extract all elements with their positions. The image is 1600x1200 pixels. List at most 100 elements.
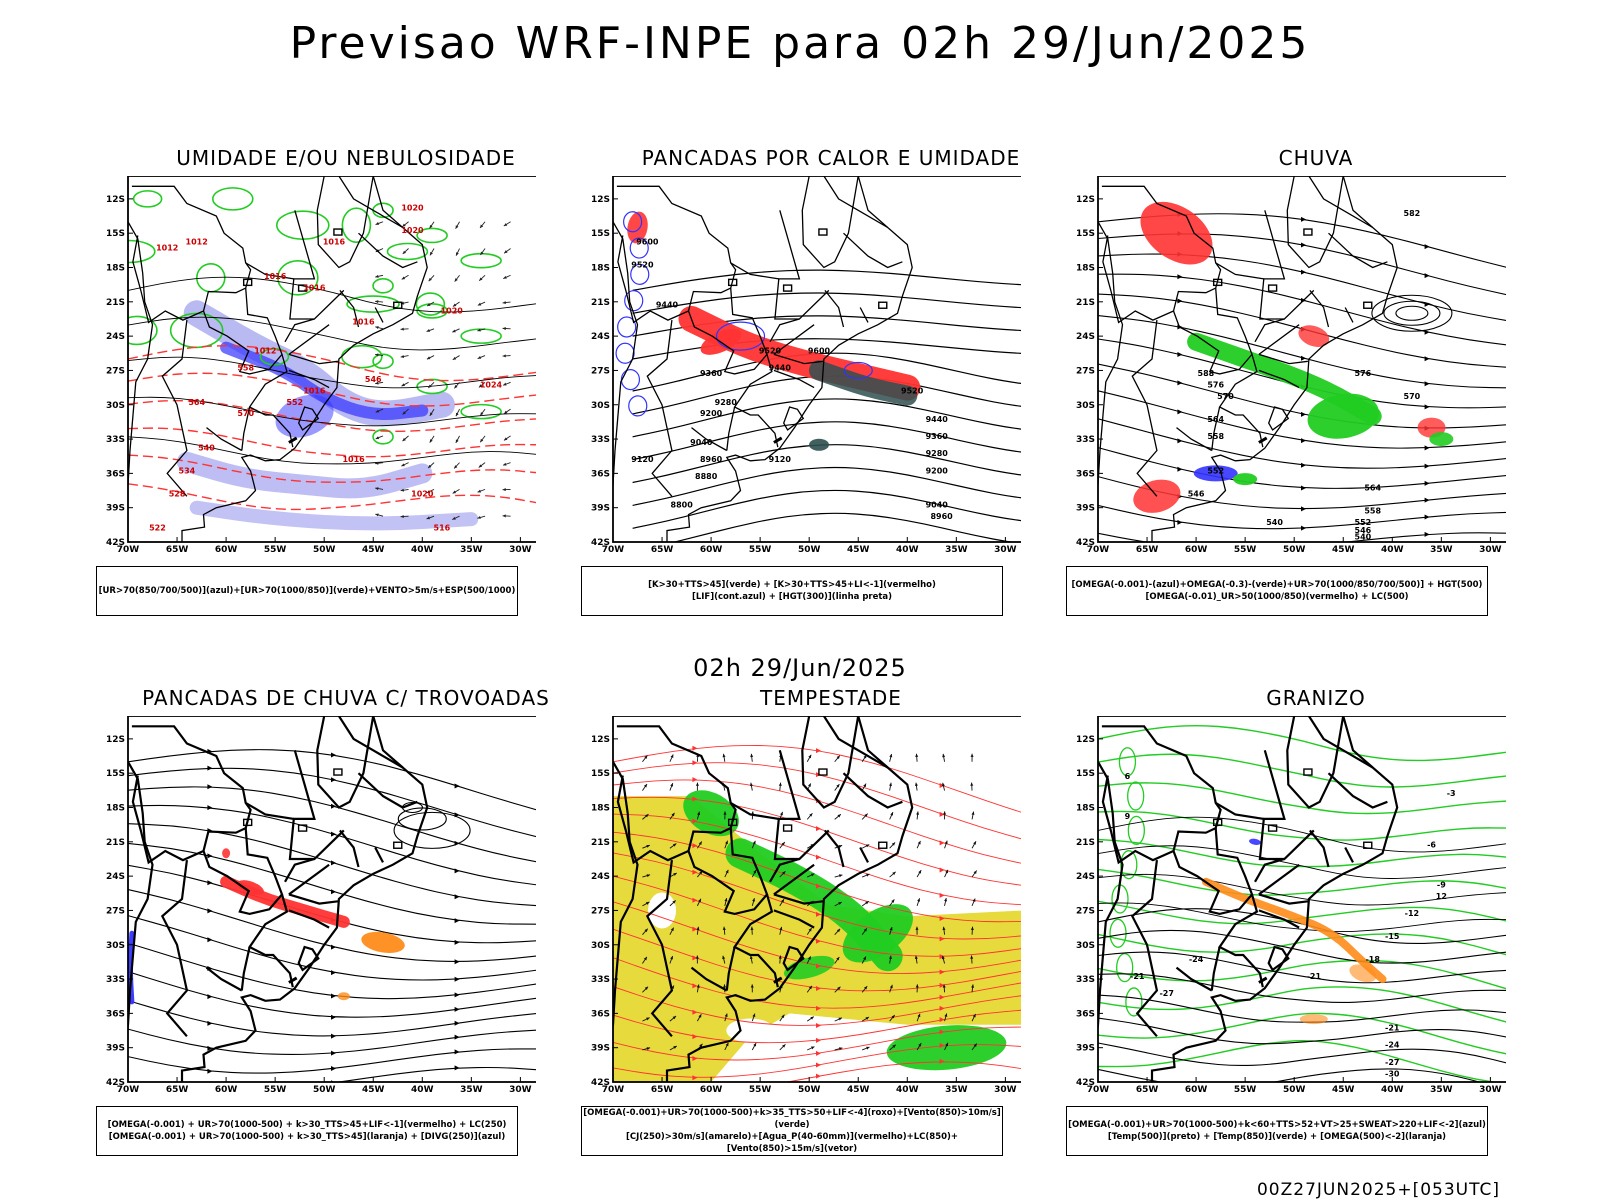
- wind-vector-head: [670, 754, 674, 758]
- reservoir: [878, 301, 888, 309]
- wind-vector-head: [753, 869, 757, 874]
- wind-vector-head: [972, 1013, 976, 1018]
- streamline-arrow: [816, 748, 821, 754]
- contour-label: 588: [1198, 369, 1215, 378]
- reservoir: [878, 841, 888, 849]
- country-border: [374, 846, 384, 863]
- streamline-arrow: [454, 783, 460, 789]
- wind-vector-head: [915, 753, 919, 758]
- contour-line: [1098, 1039, 1499, 1082]
- lon-tick-label: 50W: [798, 545, 821, 555]
- country-border: [725, 946, 736, 991]
- reservoir: [1363, 841, 1373, 849]
- wind-vector-head: [866, 873, 870, 877]
- streamline-arrow: [692, 818, 698, 824]
- wind-vector-head: [456, 252, 459, 256]
- streamline-arrow: [1424, 445, 1430, 451]
- streamline-arrow: [207, 765, 213, 771]
- streamline-arrow: [454, 868, 460, 874]
- map-content: 5885765705645585525465405825765705645585…: [1098, 176, 1506, 542]
- wind-vector-head: [888, 955, 892, 959]
- map: 9600 9520 9440 9520 9600 9440 9360 9280 9200 9040…: [591, 176, 1021, 555]
- streamline-arrow: [331, 1014, 336, 1020]
- lif-contour: [628, 395, 648, 417]
- shaded-area: [1140, 201, 1213, 265]
- legend-line: [CJ(250)>30m/s](amarelo)+[Agua_P(40-60mm…: [625, 1132, 959, 1154]
- wind-vector-head: [779, 926, 783, 931]
- country-border: [1254, 857, 1285, 883]
- wind-vector-head: [375, 436, 380, 440]
- wind-vector-head: [889, 753, 893, 758]
- wind-vector-head: [698, 898, 701, 903]
- lat-tick-label: 36S: [106, 1009, 125, 1019]
- streamline-arrow: [207, 853, 213, 859]
- streamline-arrow: [331, 752, 336, 758]
- contour-label: 540: [198, 444, 215, 453]
- contour-label: 9200: [926, 466, 949, 475]
- lake: [773, 976, 783, 984]
- contour-line: [1098, 838, 1506, 868]
- country-border: [1175, 966, 1213, 992]
- streamline-arrow: [331, 777, 336, 783]
- country-border: [245, 801, 294, 820]
- wind-vector-head: [944, 840, 948, 845]
- wind-vector-head: [836, 755, 840, 759]
- streamline: [128, 749, 536, 811]
- country-border: [202, 288, 283, 375]
- lat-tick-label: 18S: [1076, 264, 1095, 274]
- contour-label: 522: [149, 524, 166, 533]
- country-border: [773, 909, 815, 929]
- streamline-arrow: [207, 937, 213, 943]
- country-border: [1258, 893, 1309, 905]
- lat-tick-label: 33S: [591, 975, 610, 985]
- lagoon: [297, 406, 320, 431]
- wind-vector-head: [808, 754, 812, 759]
- wind-vector-head: [375, 381, 379, 385]
- legend-line: [LIF](cont.azul) + [HGT(300)](linha pret…: [691, 592, 893, 602]
- wind-vector-head: [889, 782, 893, 787]
- streamline-arrow: [207, 784, 213, 790]
- wind-vector-head: [454, 465, 458, 469]
- contour-line: [128, 483, 536, 511]
- wind-vector-head: [752, 898, 756, 902]
- contour-label: 534: [179, 466, 196, 475]
- temp850-contour: [1118, 747, 1137, 777]
- contour-label: 8960: [700, 455, 723, 464]
- streamline: [784, 1061, 1021, 1082]
- contour-label: 1012: [186, 238, 208, 247]
- country-border: [616, 185, 737, 324]
- contour-label: 552: [286, 398, 303, 407]
- wind-vector-head: [891, 842, 896, 846]
- lat-tick-label: 18S: [591, 264, 610, 274]
- lat-tick-label: 24S: [106, 872, 125, 882]
- wind-vector-head: [941, 955, 945, 960]
- wind-vector-head: [914, 955, 918, 959]
- lon-tick-label: 55W: [1234, 1085, 1257, 1095]
- contour-label: 1016: [264, 272, 287, 281]
- lake: [288, 976, 298, 984]
- streamline-arrow: [454, 976, 460, 982]
- streamline-arrow: [207, 908, 213, 914]
- country-border: [1215, 262, 1264, 280]
- wind-vector-head: [808, 985, 812, 990]
- streamline: [1098, 418, 1506, 469]
- shaded-area: [361, 931, 405, 954]
- contour-label: 6: [1125, 772, 1131, 781]
- country-border: [773, 369, 815, 389]
- wind-vector-head: [645, 901, 650, 905]
- wind-vector-head: [892, 1044, 896, 1048]
- streamline-arrow: [1301, 355, 1306, 361]
- lagoon: [1267, 945, 1290, 972]
- wind-vector-head: [810, 873, 815, 877]
- wind-vector-head: [837, 814, 841, 818]
- lon-tick-label: 40W: [411, 1085, 434, 1095]
- humidity-contour: [416, 378, 448, 395]
- wind-vector-head: [749, 955, 753, 960]
- country-border: [1258, 369, 1300, 389]
- shaded-area: [337, 992, 350, 1001]
- country-border: [1130, 859, 1159, 1038]
- wind-vector-head: [781, 899, 785, 903]
- country-border: [372, 176, 404, 228]
- lon-tick-label: 30W: [509, 545, 532, 555]
- wind-vector-head: [502, 488, 506, 492]
